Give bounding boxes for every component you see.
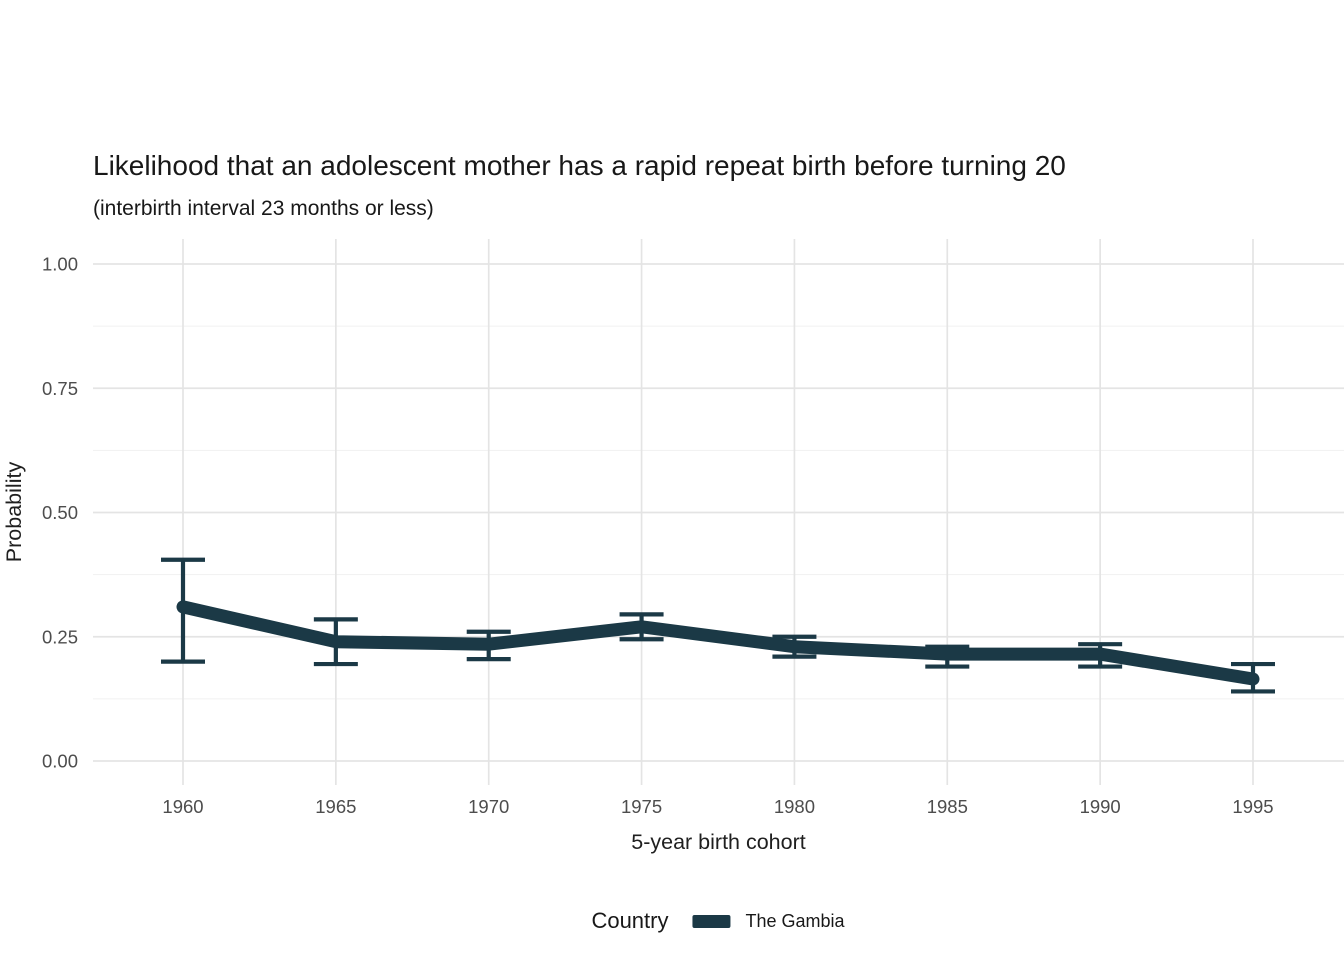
error-bars bbox=[161, 557, 1275, 694]
x-tick-labels: 1960 1965 1970 1975 1980 1985 1990 1995 bbox=[162, 796, 1273, 817]
y-tick-label: 0.75 bbox=[42, 378, 78, 399]
x-tick-label: 1995 bbox=[1232, 796, 1273, 817]
x-tick-label: 1975 bbox=[621, 796, 662, 817]
x-tick-label: 1980 bbox=[774, 796, 815, 817]
legend-line-swatch bbox=[692, 914, 731, 928]
legend: Country The Gambia bbox=[591, 908, 844, 934]
y-tick-label: 0.50 bbox=[42, 502, 78, 523]
legend-entry-label: The Gambia bbox=[745, 910, 845, 931]
series-line bbox=[176, 600, 1260, 686]
y-tick-label: 0.00 bbox=[42, 751, 78, 772]
x-tick-label: 1970 bbox=[468, 796, 509, 817]
y-axis-title: Probability bbox=[2, 462, 26, 563]
minor-gridlines bbox=[93, 325, 1344, 700]
x-tick-label: 1965 bbox=[315, 796, 356, 817]
y-tick-label: 1.00 bbox=[42, 254, 78, 275]
chart-subtitle: (interbirth interval 23 months or less) bbox=[93, 197, 434, 220]
legend-title: Country bbox=[591, 908, 669, 933]
chart-title: Likelihood that an adolescent mother has… bbox=[93, 150, 1066, 181]
x-tick-label: 1990 bbox=[1080, 796, 1121, 817]
x-tick-label: 1960 bbox=[162, 796, 203, 817]
major-gridlines bbox=[93, 263, 1344, 762]
x-axis-title: 5-year birth cohort bbox=[631, 830, 805, 854]
x-tick-label: 1985 bbox=[927, 796, 968, 817]
y-tick-labels: 0.00 0.25 0.50 0.75 1.00 bbox=[42, 254, 78, 772]
vertical-gridlines bbox=[182, 239, 1254, 785]
y-tick-label: 0.25 bbox=[42, 626, 78, 647]
